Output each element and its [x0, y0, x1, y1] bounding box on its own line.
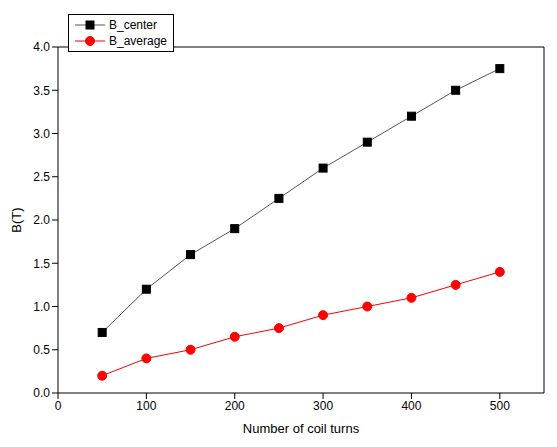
svg-text:2.0: 2.0	[33, 213, 50, 227]
svg-text:2.5: 2.5	[33, 170, 50, 184]
html-text:B_center: B_center	[109, 18, 157, 32]
html-text:B_average: B_average	[109, 34, 167, 48]
svg-text:3.0: 3.0	[33, 127, 50, 141]
svg-text:0: 0	[55, 399, 62, 413]
svg-text:Number of coil turns: Number of coil turns	[243, 421, 360, 436]
svg-text:0.5: 0.5	[33, 343, 50, 357]
svg-text:0.0: 0.0	[33, 386, 50, 400]
svg-text:200: 200	[225, 399, 245, 413]
svg-text:1.5: 1.5	[33, 257, 50, 271]
svg-text:3.5: 3.5	[33, 84, 50, 98]
svg-text:300: 300	[313, 399, 333, 413]
svg-text:100: 100	[136, 399, 156, 413]
svg-text:4.0: 4.0	[33, 40, 50, 54]
svg-text:B(T): B(T)	[9, 207, 24, 232]
svg-text:400: 400	[401, 399, 421, 413]
svg-text:1.0: 1.0	[33, 300, 50, 314]
svg-text:500: 500	[490, 399, 510, 413]
